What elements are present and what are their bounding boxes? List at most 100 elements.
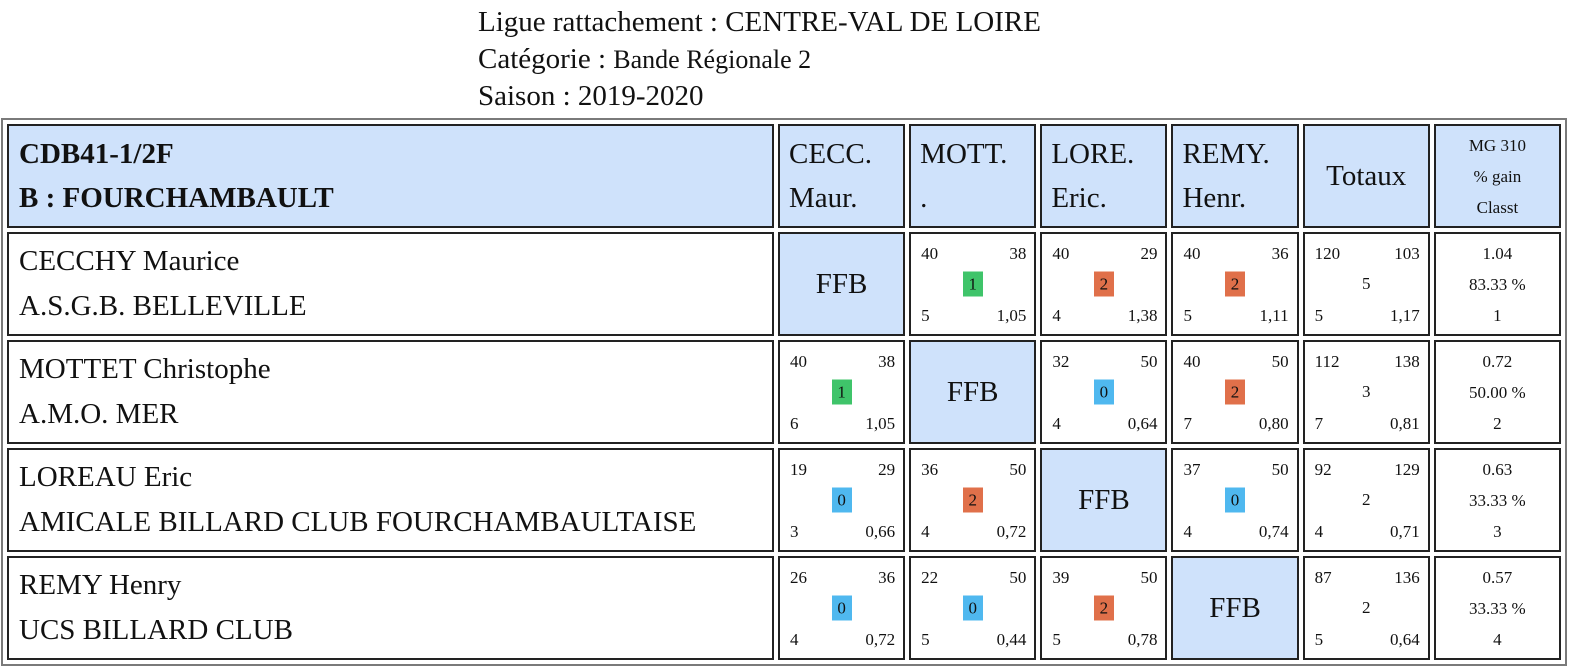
points-target: 29: [878, 460, 896, 479]
player-club: AMICALE BILLARD CLUB FOURCHAMBAULTAISE: [19, 506, 697, 538]
match-points-badge: 0: [831, 487, 852, 513]
total-average: 1,17: [1390, 306, 1420, 325]
total-average: 0,71: [1390, 522, 1420, 541]
classt-label: Classt: [1476, 197, 1519, 217]
match-score: 39 50 2 5 0,78: [1042, 558, 1165, 658]
best-series: 4: [1052, 414, 1061, 433]
points-target: 50: [1009, 568, 1027, 587]
match-cell: 32 50 0 4 0,64: [1040, 340, 1168, 444]
average: 1,05: [996, 306, 1027, 325]
classt-value: 2: [1493, 414, 1502, 433]
ranking: 1.04 83.33 % 1: [1436, 234, 1559, 334]
match-points-badge: 0: [962, 595, 983, 621]
col-head-line1: LORE.: [1051, 138, 1135, 170]
points-target: 50: [1009, 460, 1027, 479]
player-row: LOREAU Eric AMICALE BILLARD CLUB FOURCHAM…: [7, 448, 1561, 552]
player-row: REMY Henry UCS BILLARD CLUB 26 36 0 4 0,72 22 50…: [7, 556, 1561, 660]
col-head-line2: Henr.: [1182, 182, 1247, 214]
points-target: 50: [1140, 352, 1158, 371]
points-target: 38: [878, 352, 896, 371]
points-target: 50: [1271, 460, 1289, 479]
best-series: 5: [921, 630, 930, 649]
col-head-line2: Maur.: [789, 182, 858, 214]
match-cell: 40 38 1 5 1,05: [909, 232, 1037, 336]
points-scored: 22: [921, 568, 939, 587]
player-name: LOREAU Eric: [19, 461, 193, 493]
col-head-line1: CECC.: [789, 138, 872, 170]
total-score: 92 129 2 4 0,71: [1305, 450, 1428, 550]
mg-value: 1.04: [1482, 244, 1513, 263]
categorie-line: Catégorie : Bande Régionale 2: [478, 41, 1041, 78]
best-series: 4: [921, 522, 930, 541]
points-scored: 37: [1183, 460, 1201, 479]
classt-value: 3: [1493, 522, 1502, 541]
gain-label: % gain: [1473, 166, 1522, 186]
best-series: 4: [1183, 522, 1192, 541]
match-points-badge: 0: [831, 595, 852, 621]
total-cell: 120 103 5 5 1,17: [1302, 232, 1430, 336]
player-club: UCS BILLARD CLUB: [19, 614, 293, 646]
gain-value: 50.00 %: [1469, 383, 1526, 402]
page-header: Ligue rattachement : CENTRE-VAL DE LOIRE…: [478, 4, 1041, 115]
match-cell: 36 50 2 4 0,72: [909, 448, 1037, 552]
match-score: 40 38 1 5 1,05: [911, 234, 1034, 334]
average: 0,44: [996, 630, 1027, 649]
results-table: CDB41-1/2F B : FOURCHAMBAULT CECC. Maur.…: [1, 118, 1567, 666]
average: 0,74: [1258, 522, 1289, 541]
match-points: 1: [911, 271, 1034, 297]
average: 1,38: [1127, 306, 1158, 325]
best-series: 7: [1183, 414, 1192, 433]
match-cell: 40 36 2 5 1,11: [1171, 232, 1299, 336]
total-points-scored: 120: [1314, 244, 1341, 263]
categorie-value: Bande Régionale 2: [613, 45, 812, 74]
total-average: 0,64: [1390, 630, 1420, 649]
gain-value: 83.33 %: [1469, 275, 1526, 294]
player-cell: LOREAU Eric AMICALE BILLARD CLUB FOURCHAM…: [7, 448, 774, 552]
total-best-series: 4: [1314, 522, 1324, 541]
ffb-cell: FFB: [1171, 556, 1299, 660]
col-head-line2: .: [920, 182, 928, 214]
match-points: 0: [780, 595, 903, 621]
ffb-cell: FFB: [778, 232, 906, 336]
classt-value: 4: [1493, 630, 1502, 649]
best-series: 3: [790, 522, 799, 541]
points-scored: 40: [1183, 352, 1201, 371]
header-row: CDB41-1/2F B : FOURCHAMBAULT CECC. Maur.…: [7, 124, 1561, 228]
match-points: 0: [1173, 487, 1296, 513]
match-cell: 22 50 0 5 0,44: [909, 556, 1037, 660]
player-club: A.M.O. MER: [19, 398, 179, 430]
match-score: 40 38 1 6 1,05: [780, 342, 903, 442]
match-score: 19 29 0 3 0,66: [780, 450, 903, 550]
match-cell: 39 50 2 5 0,78: [1040, 556, 1168, 660]
match-points-badge: 1: [962, 271, 983, 297]
total-match-points: 2: [1361, 598, 1371, 617]
mg-value: 0.63: [1482, 460, 1513, 479]
average: 0,64: [1127, 414, 1158, 433]
match-score: 40 50 2 7 0,80: [1173, 342, 1296, 442]
ranking: 0.57 33.33 % 4: [1436, 558, 1559, 658]
col-head-0: CECC. Maur.: [778, 124, 906, 228]
match-cell: 37 50 0 4 0,74: [1171, 448, 1299, 552]
average: 0,78: [1127, 630, 1158, 649]
match-points-badge: 2: [1225, 379, 1246, 405]
col-head-line2: Eric.: [1051, 182, 1107, 214]
player-name: MOTTET Christophe: [19, 353, 271, 385]
total-cell: 112 138 3 7 0,81: [1302, 340, 1430, 444]
mg-label: MG 310: [1468, 135, 1526, 155]
match-points-badge: 2: [1093, 271, 1114, 297]
total-points-target: 136: [1394, 568, 1420, 587]
match-cell: 40 50 2 7 0,80: [1171, 340, 1299, 444]
ligue-line: Ligue rattachement : CENTRE-VAL DE LOIRE: [478, 6, 1041, 38]
match-points-badge: 1: [831, 379, 852, 405]
match-points: 2: [1173, 379, 1296, 405]
total-match-points: 2: [1361, 490, 1371, 509]
player-club: A.S.G.B. BELLEVILLE: [19, 290, 307, 322]
group-title-cell: CDB41-1/2F B : FOURCHAMBAULT: [7, 124, 774, 228]
match-points-badge: 2: [1225, 271, 1246, 297]
col-head-line1: MOTT.: [920, 138, 1008, 170]
ranking: 0.72 50.00 % 2: [1436, 342, 1559, 442]
match-score: 40 36 2 5 1,11: [1173, 234, 1296, 334]
match-points: 2: [1173, 271, 1296, 297]
col-head-1: MOTT. .: [909, 124, 1037, 228]
group-club: B : FOURCHAMBAULT: [19, 182, 334, 214]
